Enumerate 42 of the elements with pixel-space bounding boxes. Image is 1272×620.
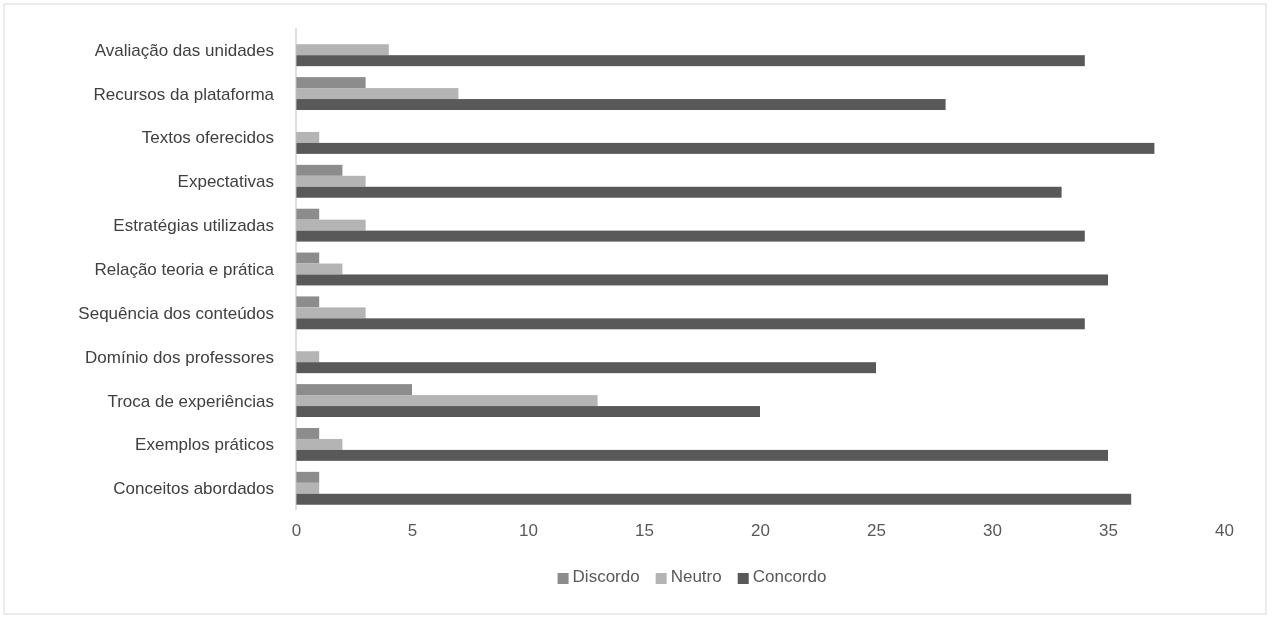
bar <box>296 230 1085 242</box>
bar <box>296 164 343 176</box>
bar <box>296 384 412 396</box>
x-tick-label: 10 <box>519 521 538 541</box>
bar <box>296 362 876 374</box>
x-tick-label: 40 <box>1215 521 1234 541</box>
x-tick-label: 5 <box>407 521 418 541</box>
bar <box>296 99 946 111</box>
bar <box>296 208 320 220</box>
bar <box>296 142 1155 154</box>
x-tick-label: 20 <box>751 521 770 541</box>
y-tick-label: Exemplos práticos <box>135 435 274 455</box>
y-tick-label: Relação teoria e prática <box>94 259 275 279</box>
bar <box>296 55 1085 67</box>
legend-label: Concordo <box>752 567 827 586</box>
x-tick-label: 0 <box>291 521 302 541</box>
bar <box>296 493 1132 505</box>
y-tick-label: Recursos da plataforma <box>93 84 275 104</box>
y-tick-label: Expectativas <box>177 172 274 192</box>
bar <box>296 77 366 89</box>
legend-label: Neutro <box>670 567 722 586</box>
x-tick-label: 30 <box>983 521 1002 541</box>
x-tick-label: 25 <box>867 521 886 541</box>
legend-label: Discordo <box>572 567 640 586</box>
y-tick-label: Troca de experiências <box>107 391 274 411</box>
bar <box>296 449 1108 461</box>
bar <box>296 296 320 308</box>
bar <box>296 186 1062 198</box>
bar <box>296 252 320 264</box>
bar <box>296 274 1108 286</box>
y-tick-label: Estratégias utilizadas <box>113 216 274 236</box>
y-tick-label: Avaliação das unidades <box>94 40 274 60</box>
bar <box>296 406 760 418</box>
bar <box>296 427 320 439</box>
x-tick-label: 15 <box>635 521 654 541</box>
bar <box>296 318 1085 330</box>
y-tick-label: Conceitos abordados <box>113 479 274 499</box>
y-tick-label: Sequência dos conteúdos <box>78 303 274 323</box>
y-tick-label: Domínio dos professores <box>85 347 274 367</box>
x-tick-label: 35 <box>1099 521 1118 541</box>
y-tick-label: Textos oferecidos <box>141 128 274 148</box>
bar <box>296 471 320 483</box>
